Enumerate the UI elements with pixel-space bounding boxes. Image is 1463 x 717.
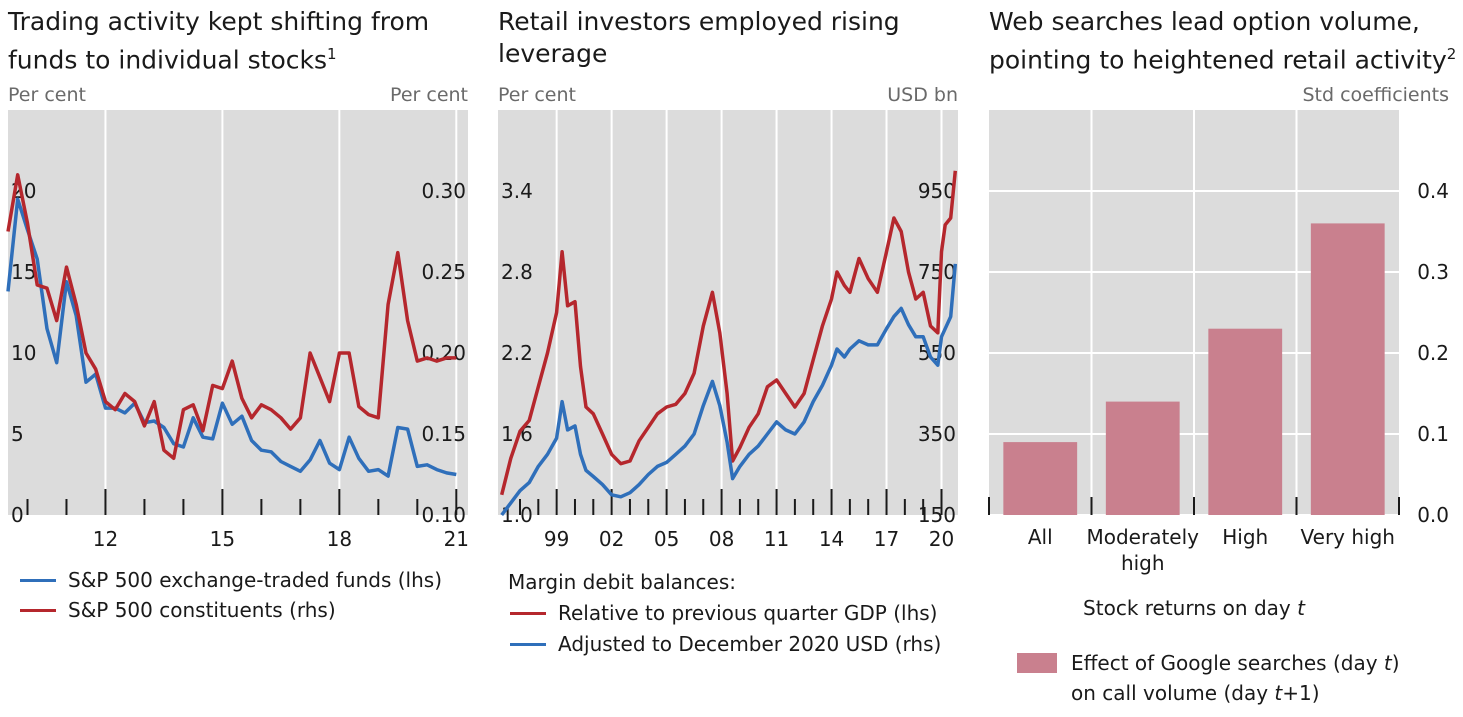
x-category-label: Moderately: [1086, 525, 1199, 549]
x-category-label: Very high: [1301, 525, 1395, 549]
right-y-tick-label: 950: [918, 179, 956, 203]
legend-item-etf: S&P 500 exchange-traded funds (lhs): [18, 565, 442, 595]
right-y-tick-label: 350: [918, 422, 956, 446]
legend-item-adjusted-usd: Adjusted to December 2020 USD (rhs): [508, 629, 941, 660]
legend-item-google-effect: Effect of Google searches (day t) on cal…: [1015, 648, 1400, 708]
legend-item-gdp-ratio: Relative to previous quarter GDP (lhs): [508, 598, 941, 629]
right-y-tick-label: 0.0: [1417, 503, 1449, 527]
chart-plot-area: 99 02 05 08 11 14 17 20 1.0 1.6 2.2 2.8 3.4 150 350 550…: [498, 110, 958, 551]
legend-header: Margin debit balances:: [508, 570, 737, 594]
x-tick-label: 99: [544, 527, 569, 551]
right-y-tick-label: 0.10: [421, 503, 466, 527]
right-y-tick-label: 0.3: [1417, 260, 1449, 284]
chart-plot-area: 12 15 18 21 0 5 10 15 20 0.10 0.15 0.20 0.25 0.30: [6, 110, 469, 551]
right-y-tick-label: 750: [918, 260, 956, 284]
left-y-tick-label: 3.4: [501, 179, 533, 203]
series-line: [500, 170, 958, 496]
chart-legend: Effect of Google searches (day t) on cal…: [1015, 648, 1400, 708]
panel-google-searches: Web searches lead option volume, pointin…: [988, 0, 1456, 717]
series-line: [6, 197, 457, 478]
x-category-label: High: [1222, 525, 1268, 549]
x-tick-label: 02: [599, 527, 624, 551]
footnote-marker: 2: [1446, 45, 1457, 63]
legend-swatch-red: [510, 612, 546, 615]
panel-title: Web searches lead option volume, pointin…: [989, 7, 1457, 75]
x-category-label: All: [1028, 525, 1053, 549]
right-axis-unit: Std coefficients: [1302, 84, 1449, 106]
legend-swatch-blue: [20, 579, 56, 582]
panel-title: Trading activity kept shifting from fund…: [8, 7, 430, 75]
chart-legend: S&P 500 exchange-traded funds (lhs) S&P …: [18, 565, 442, 625]
right-y-tick-label: 0.30: [421, 179, 466, 203]
bar: [1105, 401, 1180, 515]
left-axis-unit: Per cent: [498, 84, 576, 106]
right-y-tick-label: 0.15: [421, 422, 466, 446]
panel-title: Retail investors employed rising leverag…: [498, 7, 900, 68]
x-tick-label: 14: [819, 527, 844, 551]
right-axis-unit: USD bn: [887, 84, 958, 106]
right-y-tick-label: 0.1: [1417, 422, 1449, 446]
x-tick-label: 21: [444, 527, 469, 551]
bar: [1003, 442, 1078, 515]
line-chart: 99 02 05 08 11 14 17 201.01.62.22.83.4150350550…: [500, 110, 958, 551]
x-tick-label: 20: [929, 527, 954, 551]
series-line: [6, 173, 457, 461]
left-y-tick-label: 2.2: [501, 341, 533, 365]
x-tick-label: 08: [709, 527, 734, 551]
right-y-tick-label: 0.25: [421, 260, 466, 284]
left-y-tick-label: 2.8: [501, 260, 533, 284]
left-y-tick-label: 1.0: [501, 503, 533, 527]
legend-item-constituents: S&P 500 constituents (rhs): [18, 595, 442, 625]
legend-swatch-pink: [1017, 653, 1057, 673]
panel-etf-vs-constituents: Trading activity kept shifting from fund…: [6, 0, 469, 717]
chart-legend: Margin debit balances: Relative to previ…: [508, 567, 941, 660]
x-tick-label: 18: [327, 527, 352, 551]
right-y-tick-label: 0.4: [1417, 179, 1449, 203]
x-tick-label: 12: [93, 527, 118, 551]
left-y-tick-label: 5: [11, 422, 24, 446]
bar: [1208, 328, 1283, 515]
x-tick-label: 11: [764, 527, 789, 551]
legend-swatch-red: [20, 609, 56, 612]
chart-plot-area: All Moderately high High Very high 0.0 0.1 0.2 0…: [988, 110, 1449, 575]
series-line: [500, 263, 958, 517]
left-y-tick-label: 10: [11, 341, 36, 365]
footnote-marker: 1: [327, 45, 337, 63]
legend-swatch-blue: [510, 643, 546, 646]
right-y-tick-label: 0.20: [421, 341, 466, 365]
left-axis-unit: Per cent: [8, 84, 86, 106]
x-tick-label: 15: [210, 527, 235, 551]
x-axis-title: Stock returns on day t: [1083, 596, 1305, 620]
bar: [1310, 223, 1385, 515]
right-axis-unit: Per cent: [390, 84, 468, 106]
right-y-tick-label: 0.2: [1417, 341, 1449, 365]
panel-margin-debt: Retail investors employed rising leverag…: [498, 0, 958, 717]
x-tick-label: 05: [654, 527, 679, 551]
left-y-tick-label: 0: [11, 503, 24, 527]
right-y-tick-label: 150: [918, 503, 956, 527]
x-tick-label: 17: [874, 527, 899, 551]
x-category-label: high: [1121, 551, 1165, 575]
